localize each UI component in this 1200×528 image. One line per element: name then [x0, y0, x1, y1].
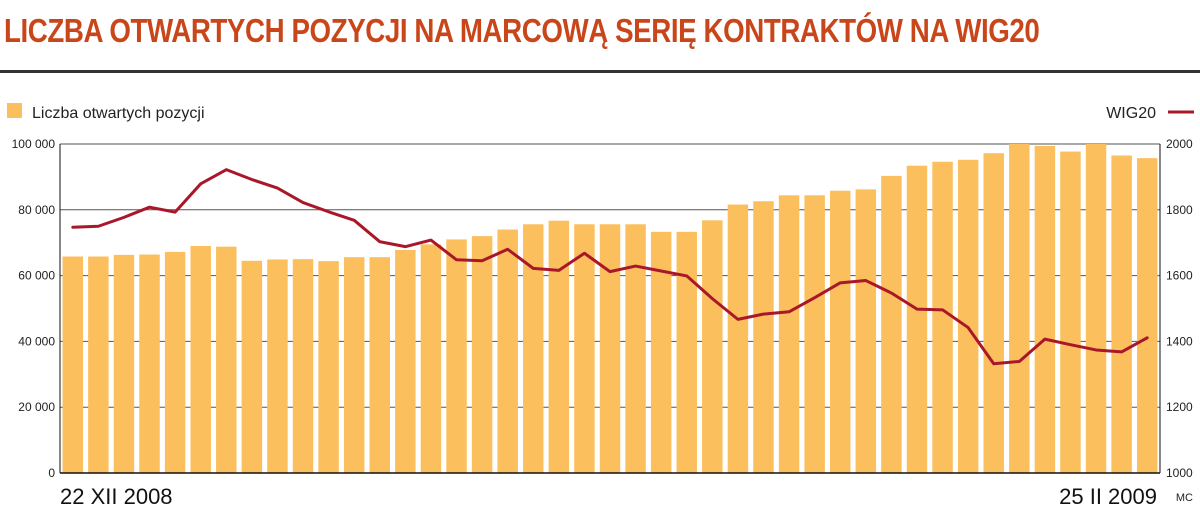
bar	[420, 244, 442, 473]
bar-series	[62, 144, 1158, 474]
title-divider	[0, 70, 1200, 73]
bar	[906, 165, 928, 473]
bar	[139, 254, 160, 473]
bar	[164, 251, 186, 473]
bar	[957, 159, 979, 474]
bar	[497, 229, 518, 473]
bar	[292, 259, 314, 473]
left-tick-label: 100 000	[12, 137, 56, 151]
bar	[267, 259, 288, 473]
bar	[932, 161, 953, 473]
bar	[190, 245, 211, 473]
bar	[369, 257, 390, 473]
x-start-label: 22 XII 2008	[60, 484, 173, 509]
left-tick-label: 60 000	[18, 269, 55, 283]
bar	[548, 220, 570, 473]
line-series	[71, 168, 1149, 366]
bar	[343, 257, 365, 473]
bar	[1111, 155, 1132, 473]
left-tick-label: 0	[48, 466, 55, 480]
bar	[471, 236, 493, 473]
bar	[1009, 144, 1030, 473]
bar	[650, 231, 672, 473]
axis-lines	[59, 144, 1161, 474]
right-tick-label: 1400	[1166, 334, 1193, 348]
right-tick-label: 1000	[1166, 466, 1193, 480]
legend-bars-label: Liczba otwartych pozycji	[32, 105, 205, 122]
bar	[318, 261, 339, 473]
legend-line-label: WIG20	[1106, 105, 1156, 122]
bar	[574, 224, 595, 473]
right-tick-label: 1600	[1166, 269, 1193, 283]
bar	[113, 254, 135, 473]
bar	[778, 195, 800, 473]
left-axis-ticks: 0 20 000 40 000 60 000 80 000 100 000	[12, 137, 56, 480]
right-tick-label: 1200	[1166, 400, 1193, 414]
bar	[216, 246, 237, 473]
bar	[599, 224, 621, 473]
right-tick-label: 2000	[1166, 137, 1193, 151]
legend-bars-swatch	[7, 103, 22, 118]
bar	[702, 220, 723, 473]
bar	[395, 249, 416, 473]
bar	[830, 190, 851, 473]
bar	[855, 189, 877, 473]
bar	[1034, 145, 1056, 473]
bar	[1085, 144, 1107, 473]
bar	[625, 224, 646, 473]
bar	[983, 153, 1004, 473]
bar	[523, 224, 544, 473]
right-axis-ticks: 1000 1200 1400 1600 1800 2000	[1166, 137, 1193, 480]
bar	[241, 260, 263, 473]
chart-title: LICZBA OTWARTYCH POZYCJI NA MARCOWĄ SERI…	[4, 12, 1040, 49]
bar	[88, 256, 109, 473]
bar	[1060, 151, 1081, 473]
left-tick-label: 40 000	[18, 334, 55, 348]
left-tick-label: 80 000	[18, 203, 55, 217]
x-end-label: 25 II 2009	[1059, 484, 1157, 509]
bar	[62, 256, 84, 473]
bar	[804, 195, 825, 473]
bar	[446, 239, 467, 473]
bar	[753, 201, 774, 473]
bar	[881, 175, 902, 473]
bar	[676, 231, 697, 473]
bar	[1136, 158, 1158, 473]
left-tick-label: 20 000	[18, 400, 55, 414]
right-tick-label: 1800	[1166, 203, 1193, 217]
bar	[727, 204, 749, 474]
credit-label: MC	[1176, 492, 1193, 504]
wig20-line	[71, 168, 1149, 366]
